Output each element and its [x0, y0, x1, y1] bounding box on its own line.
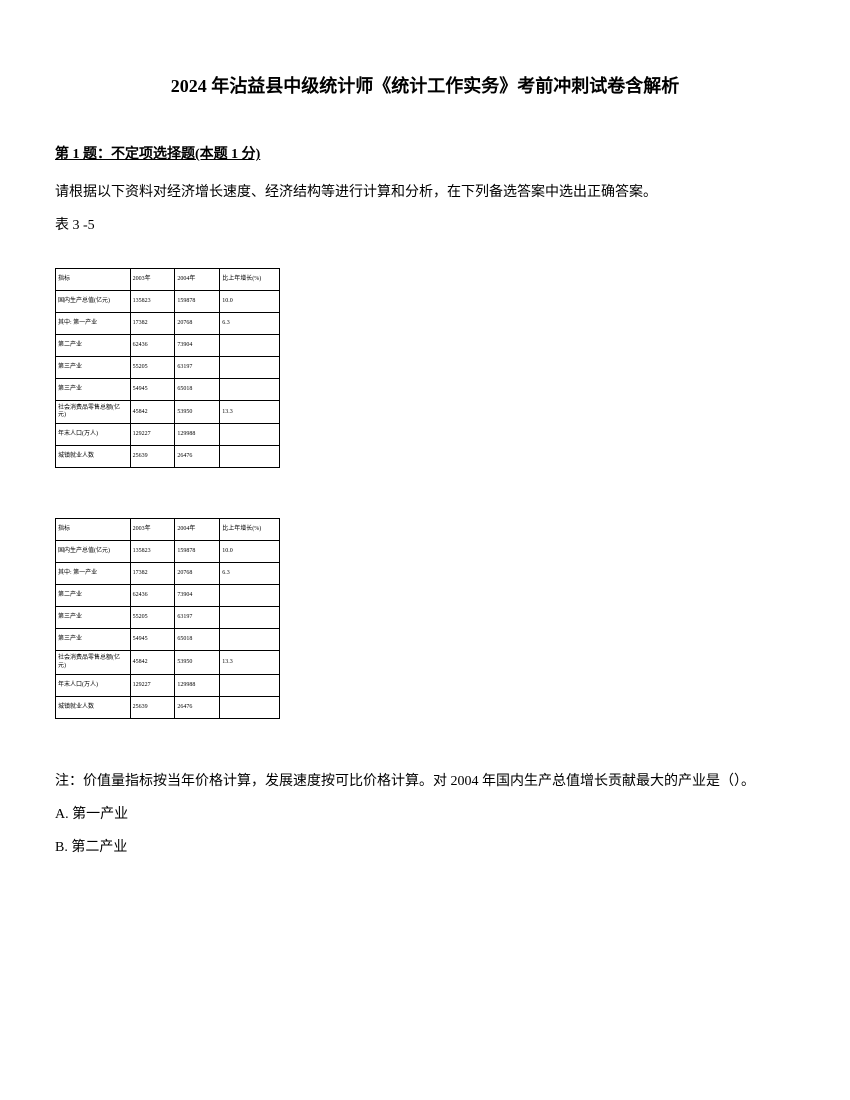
table-cell: 62436 — [130, 585, 175, 607]
table-cell: 17382 — [130, 312, 175, 334]
table-cell: 第三产业 — [56, 378, 131, 400]
table-cell: 135823 — [130, 541, 175, 563]
table-cell: 53950 — [175, 651, 220, 674]
table-cell: 第三产业 — [56, 356, 131, 378]
table-cell: 其中: 第一产业 — [56, 563, 131, 585]
table-row: 城镇就业人数 25639 26476 — [56, 696, 280, 718]
table-cell: 第二产业 — [56, 334, 131, 356]
table-cell: 55205 — [130, 356, 175, 378]
table-cell — [220, 446, 280, 468]
data-table-1: 指标 2003年 2004年 比上年增长(%) 国内生产总值(亿元) 13582… — [55, 268, 280, 468]
table-cell: 20768 — [175, 312, 220, 334]
table-cell: 国内生产总值(亿元) — [56, 290, 131, 312]
table-row: 国内生产总值(亿元) 135823 159878 10.0 — [56, 290, 280, 312]
table-cell: 53950 — [175, 400, 220, 423]
table-row: 第三产业 54945 65018 — [56, 378, 280, 400]
table-cell — [220, 674, 280, 696]
table-cell: 54945 — [130, 629, 175, 651]
table-row: 第二产业 62436 73904 — [56, 334, 280, 356]
table-cell: 26476 — [175, 446, 220, 468]
table-cell: 13.3 — [220, 400, 280, 423]
option-b: B. 第二产业 — [55, 835, 795, 860]
table-cell: 第三产业 — [56, 629, 131, 651]
table-cell: 45842 — [130, 400, 175, 423]
table-cell: 65018 — [175, 378, 220, 400]
table-cell: 第三产业 — [56, 607, 131, 629]
table-cell — [220, 629, 280, 651]
table-cell: 城镇就业人数 — [56, 696, 131, 718]
table-row: 社会消费品零售总额(亿元) 45842 53950 13.3 — [56, 400, 280, 423]
table-cell: 10.0 — [220, 541, 280, 563]
table-row: 年末人口(万人) 129227 129988 — [56, 674, 280, 696]
table-row: 其中: 第一产业 17382 20768 6.3 — [56, 563, 280, 585]
table-cell — [220, 696, 280, 718]
header-cell: 2004年 — [175, 268, 220, 290]
table-cell: 26476 — [175, 696, 220, 718]
table-row: 社会消费品零售总额(亿元) 45842 53950 13.3 — [56, 651, 280, 674]
question-header: 第 1 题：不定项选择题(本题 1 分) — [55, 142, 795, 167]
table-cell: 159878 — [175, 290, 220, 312]
header-cell: 2003年 — [130, 519, 175, 541]
table-cell: 第二产业 — [56, 585, 131, 607]
question-text: 请根据以下资料对经济增长速度、经济结构等进行计算和分析，在下列备选答案中选出正确… — [55, 180, 795, 205]
table-cell: 63197 — [175, 356, 220, 378]
table-cell: 65018 — [175, 629, 220, 651]
table-cell: 159878 — [175, 541, 220, 563]
table-cell: 6.3 — [220, 312, 280, 334]
table-cell: 129988 — [175, 674, 220, 696]
table-cell: 17382 — [130, 563, 175, 585]
table-cell: 20768 — [175, 563, 220, 585]
table-cell: 129227 — [130, 674, 175, 696]
table-cell: 63197 — [175, 607, 220, 629]
table-cell: 10.0 — [220, 290, 280, 312]
table-header-row: 指标 2003年 2004年 比上年增长(%) — [56, 268, 280, 290]
table-cell: 25639 — [130, 446, 175, 468]
table-cell: 社会消费品零售总额(亿元) — [56, 400, 131, 423]
table-cell: 其中: 第一产业 — [56, 312, 131, 334]
table-cell: 129988 — [175, 424, 220, 446]
table-cell — [220, 585, 280, 607]
table-cell: 129227 — [130, 424, 175, 446]
table-cell — [220, 424, 280, 446]
table-cell: 54945 — [130, 378, 175, 400]
table-row: 第三产业 54945 65018 — [56, 629, 280, 651]
table-row: 其中: 第一产业 17382 20768 6.3 — [56, 312, 280, 334]
header-cell: 2003年 — [130, 268, 175, 290]
header-cell: 指标 — [56, 519, 131, 541]
table-cell: 73904 — [175, 334, 220, 356]
table-cell: 25639 — [130, 696, 175, 718]
table-cell: 135823 — [130, 290, 175, 312]
note-text: 注：价值量指标按当年价格计算，发展速度按可比价格计算。对 2004 年国内生产总… — [55, 769, 795, 794]
table-cell: 6.3 — [220, 563, 280, 585]
table-cell: 国内生产总值(亿元) — [56, 541, 131, 563]
table-row: 第三产业 55205 63197 — [56, 607, 280, 629]
data-table-2: 指标 2003年 2004年 比上年增长(%) 国内生产总值(亿元) 13582… — [55, 518, 280, 718]
header-cell: 指标 — [56, 268, 131, 290]
table-cell — [220, 356, 280, 378]
table-cell: 45842 — [130, 651, 175, 674]
table-cell — [220, 334, 280, 356]
table-cell: 年末人口(万人) — [56, 674, 131, 696]
table-row: 年末人口(万人) 129227 129988 — [56, 424, 280, 446]
header-cell: 2004年 — [175, 519, 220, 541]
table-cell — [220, 378, 280, 400]
table-header-row: 指标 2003年 2004年 比上年增长(%) — [56, 519, 280, 541]
header-cell: 比上年增长(%) — [220, 519, 280, 541]
table-cell — [220, 607, 280, 629]
table-row: 第二产业 62436 73904 — [56, 585, 280, 607]
table-row: 国内生产总值(亿元) 135823 159878 10.0 — [56, 541, 280, 563]
table-cell: 城镇就业人数 — [56, 446, 131, 468]
table-cell: 年末人口(万人) — [56, 424, 131, 446]
table-cell: 13.3 — [220, 651, 280, 674]
header-cell: 比上年增长(%) — [220, 268, 280, 290]
table-label: 表 3 -5 — [55, 213, 795, 238]
table-cell: 55205 — [130, 607, 175, 629]
option-a: A. 第一产业 — [55, 802, 795, 827]
table-cell: 73904 — [175, 585, 220, 607]
table-row: 第三产业 55205 63197 — [56, 356, 280, 378]
table-cell: 社会消费品零售总额(亿元) — [56, 651, 131, 674]
table-row: 城镇就业人数 25639 26476 — [56, 446, 280, 468]
table-cell: 62436 — [130, 334, 175, 356]
page-title: 2024 年沾益县中级统计师《统计工作实务》考前冲刺试卷含解析 — [55, 70, 795, 102]
